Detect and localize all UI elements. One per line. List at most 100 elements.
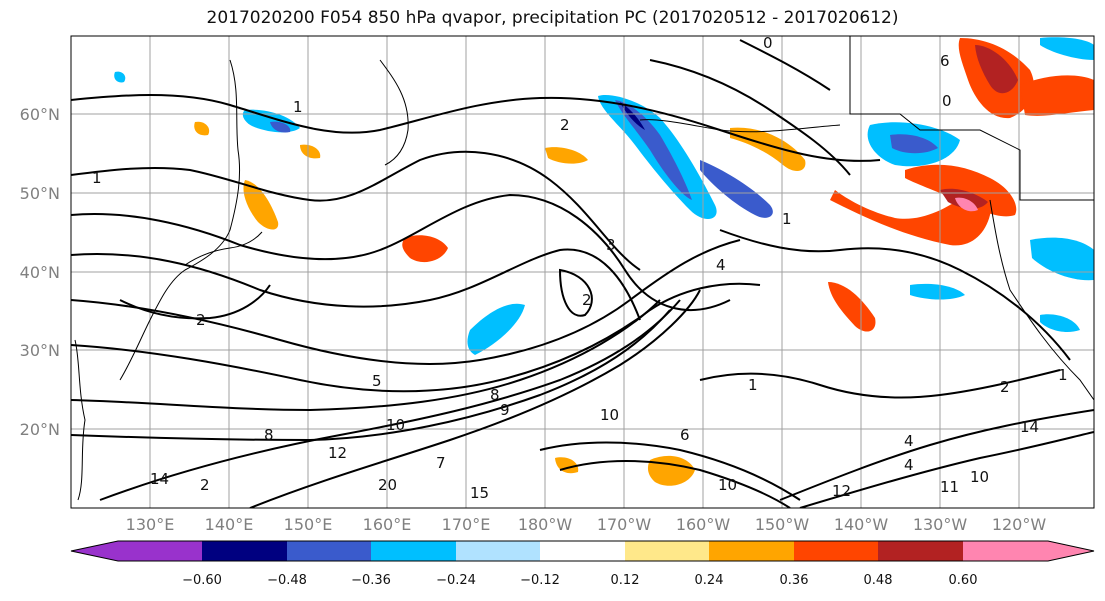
lat-label: 30°N (20, 341, 60, 360)
colorbar-cell (878, 541, 963, 561)
contour-label: 0 (942, 92, 952, 110)
colorbar-cell (709, 541, 794, 561)
positive-area (828, 282, 876, 332)
contour-label: 6 (680, 426, 690, 444)
colorbar-cell (456, 541, 540, 561)
contour-label: 20 (378, 476, 397, 494)
colorbar: −0.60 −0.48 −0.36 −0.24 −0.12 0.12 0.24 … (70, 540, 1095, 588)
colorbar-tick-label: −0.60 (182, 573, 222, 588)
contour-label: 2 (582, 291, 592, 309)
contour-label: 11 (940, 478, 959, 496)
colorbar-cell (118, 541, 202, 561)
colorbar-cell (202, 541, 287, 561)
colorbar-ticks: −0.60 −0.48 −0.36 −0.24 −0.12 0.12 0.24 … (182, 573, 977, 588)
lon-label: 140°W (834, 515, 889, 534)
contour-label: 10 (386, 416, 405, 434)
contour-label: 10 (970, 468, 989, 486)
contour-label: 2 (1000, 378, 1010, 396)
contour-label: 1 (748, 376, 758, 394)
colorbar-cell (287, 541, 371, 561)
positive-area (975, 45, 1018, 94)
contour-label: 15 (470, 484, 489, 502)
contour-label: 2 (196, 311, 206, 329)
negative-area (620, 102, 645, 130)
contour-label: 0 (763, 34, 773, 52)
map-title: 2017020200 F054 850 hPa qvapor, precipit… (206, 8, 899, 28)
graticule (71, 36, 1094, 508)
negative-area (1040, 37, 1094, 60)
lon-label: 150°W (755, 515, 810, 534)
colorbar-tick-label: 0.48 (864, 573, 893, 588)
lat-label: 60°N (20, 105, 60, 124)
contour-label: 2 (560, 116, 570, 134)
lon-label: 150°E (284, 515, 333, 534)
negative-area (114, 71, 126, 83)
colorbar-cell (794, 541, 878, 561)
negative-area (700, 160, 773, 218)
contour-label: 14 (1020, 418, 1039, 436)
lon-label: 160°W (676, 515, 731, 534)
positive-area (830, 190, 991, 246)
contour-label: 1 (92, 169, 102, 187)
positive-area (194, 121, 210, 136)
contour-label: 5 (372, 372, 382, 390)
contour-label: 8 (490, 386, 500, 404)
contour-label: 8 (264, 426, 274, 444)
lon-label: 120°W (992, 515, 1047, 534)
lat-label: 20°N (20, 420, 60, 439)
colorbar-tick-label: −0.48 (267, 573, 307, 588)
negative-area (890, 134, 938, 154)
contour-label: 4 (904, 432, 914, 450)
lon-label: 170°W (597, 515, 652, 534)
contour-label: 9 (500, 401, 510, 419)
positive-area (243, 180, 279, 230)
contour-labels: 0 1 2 1 2 3 4 2 6 1 0 6 4 5 8 10 12 14 2… (92, 34, 1068, 502)
colorbar-tick-label: −0.24 (436, 573, 476, 588)
colorbar-tick-label: 0.24 (695, 573, 724, 588)
colorbar-cell (625, 541, 709, 561)
negative-area (1030, 237, 1094, 281)
colorbar-extend-left (71, 541, 118, 561)
negative-area (615, 100, 692, 200)
positive-area (1020, 75, 1094, 116)
lat-label: 50°N (20, 184, 60, 203)
contour-label: 3 (606, 236, 616, 254)
contour-label: 10 (718, 476, 737, 494)
longitude-labels: 130°E 140°E 150°E 160°E 170°E 180°W 170°… (126, 515, 1047, 534)
contour-label: 4 (904, 456, 914, 474)
latitude-labels: 60°N 50°N 40°N 30°N 20°N (20, 105, 60, 439)
lon-label: 160°E (363, 515, 412, 534)
colorbar-tick-label: −0.12 (520, 573, 560, 588)
positive-area (300, 144, 321, 159)
contour-label: 12 (832, 482, 851, 500)
negative-area (1040, 314, 1080, 333)
colorbar-cell (963, 541, 1048, 561)
lat-label: 40°N (20, 263, 60, 282)
shaded-field (114, 37, 1094, 486)
contour-label: 6 (940, 52, 950, 70)
contour-label: 1 (293, 98, 303, 116)
lon-label: 170°E (442, 515, 491, 534)
positive-area (545, 147, 588, 164)
negative-area (910, 283, 965, 300)
map-border (70, 35, 1095, 509)
colorbar-outline (70, 540, 1095, 562)
positive-area (955, 197, 978, 212)
positive-area (402, 235, 448, 263)
colorbar-cell (371, 541, 456, 561)
contour-label: 12 (328, 444, 347, 462)
negative-area (467, 303, 525, 355)
colorbar-tick-label: 0.60 (949, 573, 978, 588)
lon-label: 140°E (205, 515, 254, 534)
colorbar-cell (540, 541, 625, 561)
lon-label: 180°W (518, 515, 573, 534)
colorbar-tick-label: −0.36 (351, 573, 391, 588)
qvapor-contours (71, 39, 1094, 508)
contour-label: 4 (716, 256, 726, 274)
negative-area (270, 121, 291, 133)
contour-label: 1 (1058, 366, 1068, 384)
contour-label: 10 (600, 406, 619, 424)
contour-label: 2 (200, 476, 210, 494)
colorbar-tick-label: 0.36 (780, 573, 809, 588)
